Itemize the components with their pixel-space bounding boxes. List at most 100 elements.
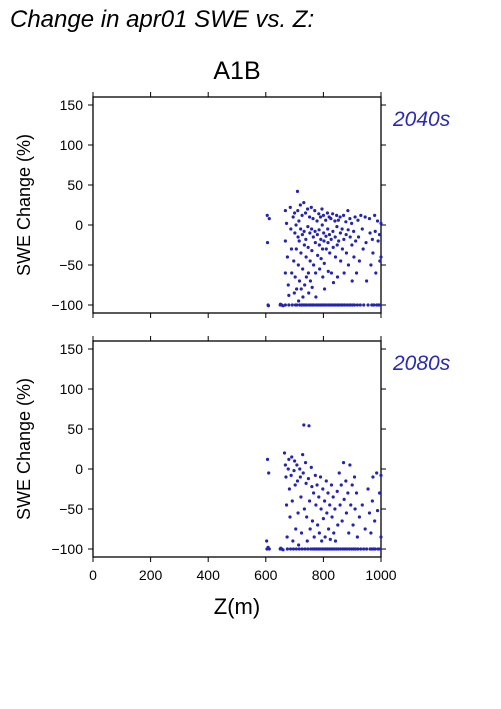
- data-point: [303, 283, 307, 287]
- data-point: [333, 507, 337, 511]
- data-point: [360, 227, 364, 231]
- data-point: [281, 548, 285, 552]
- data-point: [301, 453, 305, 457]
- data-point: [352, 229, 356, 233]
- data-point: [342, 237, 346, 241]
- data-point: [341, 461, 346, 465]
- data-point: [295, 287, 299, 291]
- data-point: [342, 271, 346, 275]
- data-point: [350, 221, 354, 225]
- data-point: [378, 259, 382, 263]
- data-point: [297, 299, 301, 303]
- data-point: [369, 263, 373, 267]
- data-point: [294, 547, 298, 551]
- data-point: [306, 477, 311, 481]
- y-tick-label: −50: [59, 257, 83, 273]
- data-point: [296, 235, 300, 239]
- data-point: [309, 465, 313, 469]
- data-point: [299, 287, 303, 291]
- data-point: [344, 479, 348, 483]
- data-point: [304, 481, 308, 485]
- data-point: [302, 423, 306, 427]
- data-point: [339, 483, 343, 487]
- data-point: [335, 243, 339, 247]
- data-point: [324, 247, 328, 251]
- data-point: [355, 535, 359, 539]
- data-point: [370, 237, 374, 241]
- data-point: [298, 475, 302, 479]
- data-point: [266, 304, 270, 308]
- data-point: [303, 547, 307, 551]
- data-point: [331, 245, 335, 249]
- data-point: [295, 479, 300, 483]
- data-point: [302, 201, 306, 205]
- y-tick-label: 0: [75, 217, 83, 233]
- data-point: [370, 499, 374, 503]
- data-point: [303, 211, 308, 215]
- data-point: [294, 223, 298, 227]
- data-point: [265, 457, 270, 461]
- data-point: [350, 279, 354, 283]
- data-point: [295, 189, 300, 193]
- data-point: [338, 231, 342, 235]
- data-point: [339, 259, 343, 263]
- data-point: [306, 245, 310, 249]
- data-point: [301, 267, 305, 271]
- data-point: [330, 515, 334, 519]
- data-point: [354, 547, 358, 551]
- data-point: [337, 239, 341, 243]
- data-point: [352, 255, 356, 259]
- data-point: [335, 213, 339, 217]
- data-point: [324, 479, 328, 483]
- data-point: [331, 281, 336, 285]
- data-point: [329, 271, 334, 275]
- data-point: [296, 263, 300, 267]
- data-point: [327, 233, 332, 237]
- data-point: [305, 207, 310, 211]
- data-point: [376, 547, 380, 551]
- data-point: [345, 303, 349, 307]
- data-point: [367, 217, 372, 221]
- data-point: [317, 531, 321, 535]
- data-point: [314, 295, 318, 299]
- data-point: [348, 235, 352, 239]
- data-point: [379, 473, 383, 477]
- data-point: [335, 275, 340, 279]
- data-point: [344, 220, 348, 224]
- data-point: [286, 467, 290, 471]
- data-point: [292, 469, 296, 473]
- y-tick-label: −100: [51, 541, 83, 557]
- data-point: [309, 547, 313, 551]
- data-point: [317, 228, 321, 232]
- data-point: [350, 483, 354, 487]
- data-point: [320, 539, 324, 543]
- data-point: [322, 239, 326, 243]
- x-axis-label: Z(m): [214, 594, 260, 619]
- data-point: [287, 303, 291, 307]
- data-point: [342, 497, 346, 501]
- y-tick-label: 100: [60, 381, 84, 397]
- data-point: [296, 209, 300, 213]
- data-point: [286, 283, 290, 287]
- data-point: [288, 205, 292, 209]
- scatter-points: [265, 189, 383, 308]
- data-point: [326, 227, 330, 231]
- data-point: [359, 213, 363, 217]
- data-point: [293, 211, 297, 215]
- data-point: [312, 535, 316, 539]
- x-tick-label: 600: [254, 567, 278, 583]
- data-point: [373, 547, 377, 551]
- data-point: [287, 487, 292, 491]
- data-point: [315, 219, 319, 223]
- data-point: [366, 303, 370, 307]
- data-point: [354, 239, 358, 243]
- data-point: [367, 511, 372, 515]
- data-point: [293, 483, 297, 487]
- data-point: [304, 275, 309, 279]
- y-axis-label: SWE Change (%): [14, 378, 34, 520]
- data-point: [371, 251, 375, 255]
- data-point: [322, 287, 327, 291]
- data-point: [265, 213, 269, 217]
- data-point: [290, 499, 294, 503]
- data-point: [374, 271, 378, 275]
